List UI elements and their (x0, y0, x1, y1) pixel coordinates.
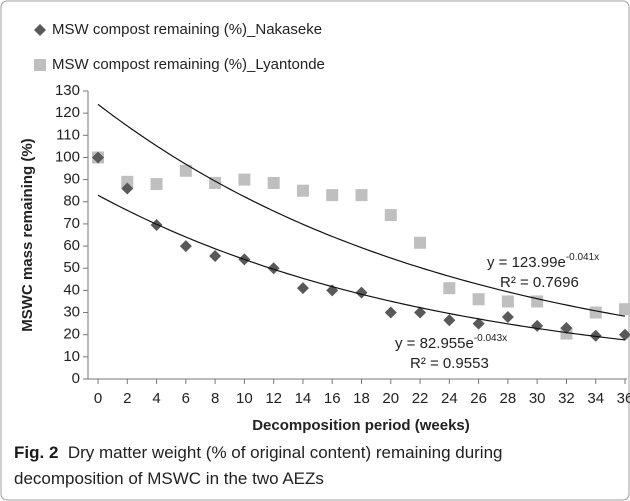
point (472, 293, 485, 306)
legend-marker (34, 59, 46, 71)
point (92, 151, 104, 164)
y-tick-label: 80 (63, 193, 80, 210)
x-axis-title: Decomposition period (weeks) (252, 417, 470, 434)
y-tick-label: 0 (72, 370, 80, 387)
y-tick-label: 90 (63, 171, 80, 188)
x-tick-label: 30 (529, 390, 546, 407)
y-tick-label: 110 (56, 126, 80, 143)
equation-base: y = 123.99e (487, 254, 566, 271)
x-tick-label: 4 (152, 390, 160, 407)
point (531, 319, 544, 332)
x-tick-label: 8 (211, 390, 219, 407)
x-tick-label: 26 (470, 390, 487, 407)
point (296, 282, 309, 295)
trendline (97, 103, 626, 317)
x-tick-label: 28 (500, 390, 517, 407)
caption-label: Fig. 2 (14, 443, 59, 462)
x-tick-label: 32 (558, 390, 575, 407)
trendline-equation: y = 82.955e-0.043x (395, 333, 507, 352)
point (472, 317, 485, 330)
point (384, 209, 397, 222)
point (589, 306, 602, 319)
point (267, 176, 280, 189)
point (414, 306, 427, 319)
y-tick-label: 60 (63, 237, 80, 254)
x-tick-label: 10 (236, 390, 253, 407)
point (384, 306, 397, 319)
x-tick-label: 34 (587, 390, 604, 407)
y-tick-label: 20 (63, 326, 80, 343)
x-tick-label: 14 (295, 390, 312, 407)
point (150, 178, 163, 191)
trendline (97, 194, 626, 341)
y-tick-label: 50 (63, 259, 80, 276)
point (121, 175, 134, 188)
x-tick-label: 24 (441, 390, 458, 407)
point (267, 262, 280, 275)
point (121, 182, 134, 195)
point (179, 164, 192, 177)
legend-label: MSW compost remaining (%)_Nakaseke (52, 21, 322, 38)
x-tick-label: 18 (353, 390, 370, 407)
x-tick-label: 2 (123, 390, 131, 407)
point (414, 236, 427, 249)
equation-exponent: -0.041x (566, 252, 599, 263)
caption: Fig. 2 Dry matter weight (% of original … (14, 440, 614, 492)
point (501, 295, 514, 308)
x-tick-label: 36 (617, 390, 630, 407)
x-tick-label: 22 (412, 390, 429, 407)
equation-base: y = 82.955e (395, 335, 474, 352)
point (150, 219, 163, 232)
equation-exponent: -0.043x (474, 333, 507, 344)
point (296, 184, 309, 197)
x-tick-label: 20 (382, 390, 399, 407)
point (619, 328, 630, 341)
trendline-equation: y = 123.99e-0.041x (487, 252, 599, 271)
y-axis-title: MSWC mass remaining (%) (19, 138, 36, 331)
y-tick-label: 40 (63, 281, 80, 298)
point (443, 282, 456, 295)
x-tick-label: 12 (265, 390, 282, 407)
point (619, 303, 630, 316)
caption-text: Dry matter weight (% of original content… (14, 443, 503, 488)
point (355, 189, 368, 202)
x-tick-label: 16 (324, 390, 341, 407)
point (209, 250, 222, 263)
point (560, 322, 573, 335)
y-tick-label: 130 (55, 82, 80, 99)
r-squared: R² = 0.7696 (500, 274, 579, 291)
legend-label: MSW compost remaining (%)_Lyantonde (52, 56, 325, 73)
point (501, 310, 514, 323)
point (326, 189, 339, 202)
point (443, 314, 456, 327)
x-tick-label: 6 (182, 390, 190, 407)
y-tick-label: 70 (63, 215, 80, 232)
legend-marker (34, 24, 46, 36)
y-tick-label: 30 (63, 304, 80, 321)
y-tick-label: 120 (55, 104, 80, 121)
point (179, 240, 192, 253)
r-squared: R² = 0.9553 (410, 355, 489, 372)
point (238, 173, 251, 186)
y-tick-label: 100 (55, 148, 80, 165)
y-tick-label: 10 (63, 348, 80, 365)
x-tick-label: 0 (94, 390, 102, 407)
